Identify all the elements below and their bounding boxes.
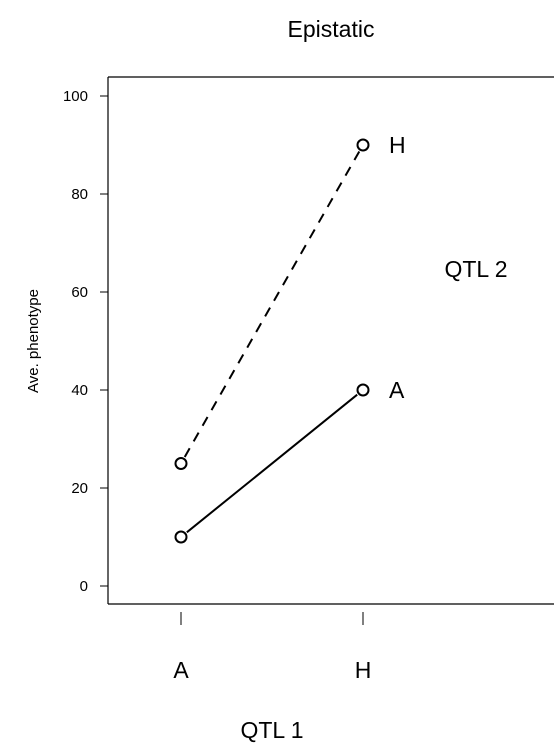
- y-tick-label: 20: [71, 480, 88, 497]
- series-line-a: [186, 393, 358, 534]
- series-layer: HA: [174, 132, 406, 544]
- y-tick-label: 100: [63, 88, 88, 105]
- legend-title: QTL 2: [444, 256, 507, 282]
- x-axis-label: QTL 1: [240, 717, 303, 743]
- data-point: [174, 530, 188, 544]
- chart-title: Epistatic: [288, 16, 375, 42]
- y-tick-label: 80: [71, 186, 88, 203]
- data-point: [356, 383, 370, 397]
- data-point: [356, 138, 370, 152]
- y-tick-label: 40: [71, 382, 88, 399]
- x-tick-label: A: [173, 657, 189, 683]
- series-line-h: [183, 151, 361, 458]
- y-tick-label: 60: [71, 284, 88, 301]
- plot-frame: [107, 76, 554, 605]
- series-end-label: H: [389, 132, 406, 158]
- y-axis-label: Ave. phenotype: [25, 289, 42, 393]
- series-end-label: A: [389, 377, 405, 403]
- y-tick-label: 0: [80, 578, 88, 595]
- y-ticks: 0 20 40 60 80 100: [63, 88, 108, 595]
- x-tick-label: H: [355, 657, 372, 683]
- data-point: [174, 457, 188, 470]
